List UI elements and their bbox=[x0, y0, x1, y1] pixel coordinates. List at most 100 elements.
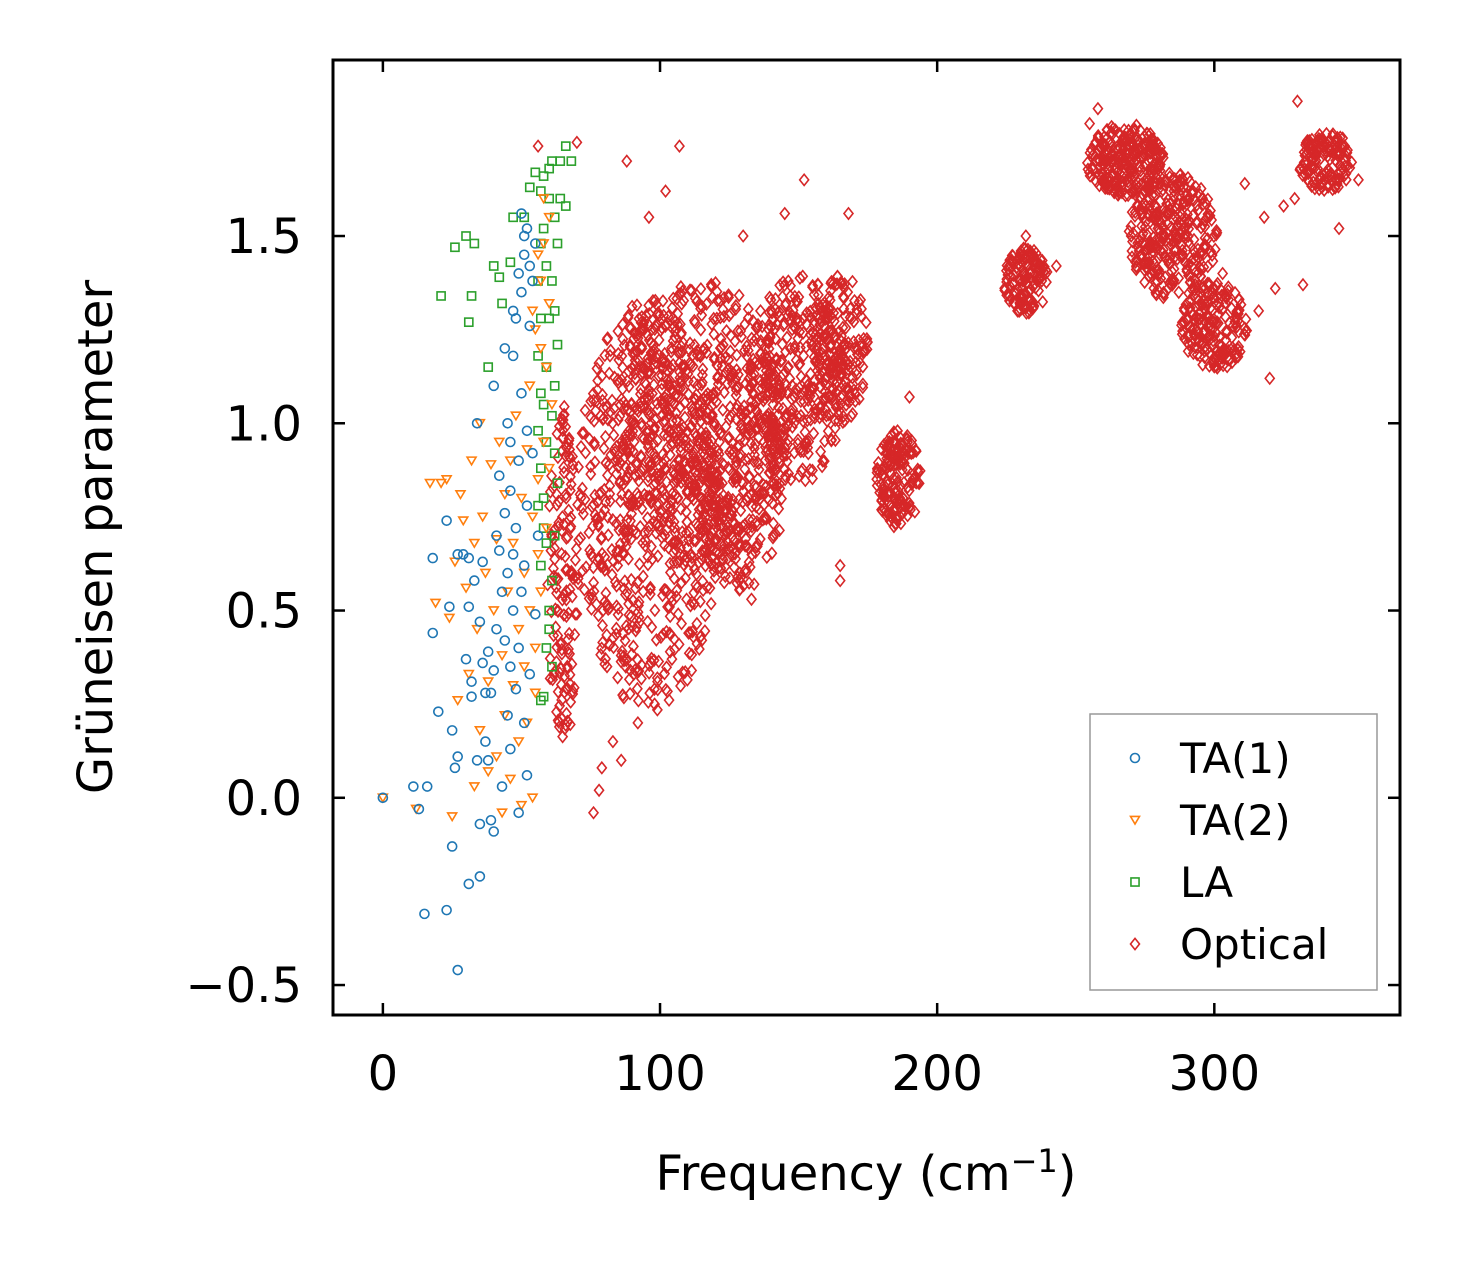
optical-point bbox=[666, 503, 678, 518]
optical-point bbox=[767, 429, 779, 444]
la-point bbox=[536, 313, 546, 324]
optical-point bbox=[1150, 148, 1162, 163]
optical-point bbox=[702, 553, 714, 567]
ta-2--point bbox=[460, 583, 472, 594]
optical-point bbox=[1222, 280, 1234, 294]
series-optical bbox=[532, 94, 1364, 820]
optical-point bbox=[651, 396, 663, 411]
optical-point bbox=[669, 430, 681, 445]
optical-point bbox=[622, 488, 634, 503]
optical-point bbox=[815, 444, 827, 459]
optical-point bbox=[840, 320, 852, 335]
optical-point bbox=[1307, 175, 1319, 190]
optical-point bbox=[845, 409, 857, 424]
ta-2--point bbox=[462, 669, 475, 680]
la-point bbox=[536, 463, 546, 474]
optical-point bbox=[621, 374, 633, 388]
optical-point bbox=[688, 596, 700, 611]
optical-point bbox=[724, 409, 736, 424]
optical-point bbox=[551, 498, 563, 512]
optical-point bbox=[553, 715, 565, 729]
optical-point bbox=[676, 344, 688, 359]
ta-1--point bbox=[480, 736, 491, 747]
optical-point bbox=[1182, 344, 1194, 359]
optical-point bbox=[612, 412, 624, 427]
optical-point bbox=[684, 355, 696, 370]
optical-point bbox=[1198, 260, 1210, 275]
optical-point bbox=[726, 548, 738, 563]
optical-point bbox=[606, 393, 618, 408]
ta-2--point bbox=[496, 808, 508, 819]
legend-box bbox=[1089, 713, 1378, 991]
optical-point bbox=[659, 355, 671, 370]
ta-1--point bbox=[499, 507, 511, 519]
optical-point bbox=[619, 524, 631, 539]
optical-point bbox=[1197, 283, 1209, 298]
optical-point bbox=[1203, 278, 1215, 293]
optical-point bbox=[696, 544, 708, 558]
optical-point bbox=[626, 416, 638, 430]
optical-point bbox=[888, 501, 900, 516]
optical-point bbox=[1197, 192, 1209, 207]
optical-point bbox=[814, 410, 826, 425]
optical-point bbox=[820, 403, 832, 418]
optical-point bbox=[1181, 207, 1193, 222]
optical-point bbox=[652, 305, 664, 320]
optical-point bbox=[667, 545, 680, 560]
ta-1--point bbox=[507, 549, 519, 560]
optical-point bbox=[646, 620, 658, 635]
optical-point bbox=[624, 513, 636, 528]
la-point bbox=[560, 201, 571, 211]
optical-point bbox=[659, 487, 671, 502]
optical-point bbox=[622, 310, 634, 325]
optical-point bbox=[766, 442, 778, 456]
ta-1--point bbox=[502, 710, 513, 721]
optical-point bbox=[686, 283, 698, 298]
optical-point bbox=[621, 154, 633, 169]
optical-point bbox=[633, 557, 646, 572]
optical-point bbox=[639, 533, 651, 548]
optical-point bbox=[741, 427, 754, 442]
optical-point bbox=[664, 392, 676, 407]
optical-point bbox=[722, 288, 735, 302]
optical-point bbox=[1198, 294, 1210, 309]
optical-point bbox=[745, 425, 757, 440]
optical-point bbox=[694, 491, 706, 505]
optical-point bbox=[773, 377, 785, 392]
optical-point bbox=[1117, 130, 1129, 145]
optical-point bbox=[633, 324, 646, 339]
optical-point bbox=[586, 587, 598, 602]
optical-point bbox=[748, 333, 760, 348]
la-point bbox=[536, 560, 546, 571]
optical-point bbox=[895, 438, 907, 453]
optical-point bbox=[745, 592, 758, 607]
optical-point bbox=[781, 437, 794, 452]
optical-point bbox=[557, 729, 569, 744]
optical-point bbox=[598, 441, 610, 456]
optical-point bbox=[708, 352, 720, 367]
optical-point bbox=[807, 278, 819, 293]
optical-point bbox=[1116, 157, 1128, 172]
optical-point bbox=[705, 596, 717, 611]
optical-point bbox=[583, 591, 595, 606]
optical-point bbox=[775, 491, 788, 506]
optical-point bbox=[1197, 357, 1209, 372]
legend-marker bbox=[1130, 877, 1140, 887]
optical-point bbox=[806, 463, 818, 478]
optical-point bbox=[1194, 187, 1206, 202]
optical-point bbox=[635, 450, 647, 465]
optical-point bbox=[641, 426, 653, 440]
optical-point bbox=[706, 483, 718, 498]
ta-1--point bbox=[441, 904, 452, 916]
optical-point bbox=[1152, 136, 1164, 151]
optical-point bbox=[702, 473, 714, 488]
optical-point bbox=[723, 430, 735, 445]
optical-point bbox=[1181, 187, 1193, 202]
optical-point bbox=[799, 425, 811, 440]
optical-point bbox=[792, 331, 804, 346]
optical-point bbox=[623, 497, 635, 512]
la-point bbox=[436, 291, 446, 301]
optical-point bbox=[1177, 197, 1189, 212]
optical-point bbox=[889, 446, 902, 461]
optical-point bbox=[631, 526, 643, 540]
